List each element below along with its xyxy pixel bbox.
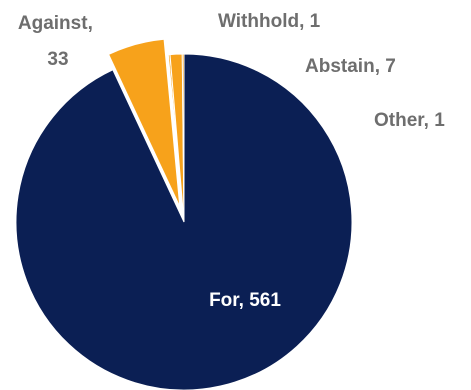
label-withhold: Withhold, 1: [218, 11, 321, 32]
label-for: For, 561: [209, 290, 281, 311]
label-against: Against, 33: [18, 13, 98, 70]
label-abstain: Abstain, 7: [305, 56, 396, 77]
pie-slice-other: [181, 53, 185, 223]
label-other: Other, 1: [374, 110, 445, 131]
pie-slices: [15, 38, 353, 390]
pie-slice-against: [107, 38, 181, 207]
